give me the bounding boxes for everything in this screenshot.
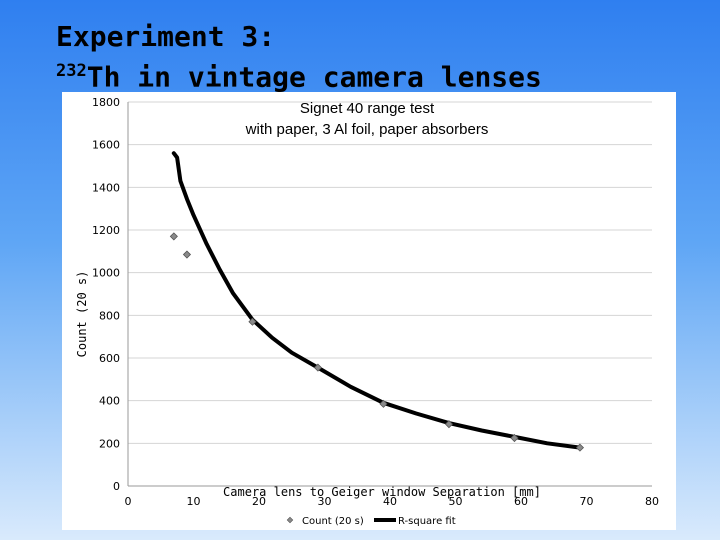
data-point [510, 433, 519, 443]
legend-label-count: Count (20 s) [302, 516, 364, 527]
x-tick-label: 80 [645, 495, 659, 508]
data-point [444, 420, 454, 429]
x-tick-label: 40 [383, 495, 397, 508]
x-tick-label: 50 [449, 495, 463, 508]
data-point [379, 399, 388, 408]
y-tick-label: 1600 [92, 139, 120, 152]
y-tick-label: 1200 [92, 224, 120, 237]
chart-title-line2: with paper, 3 Al foil, paper absorbers [245, 121, 489, 138]
y-tick-label: 200 [99, 437, 120, 450]
data-point [169, 232, 178, 241]
y-tick-label: 1800 [92, 96, 120, 109]
legend-marker-count [286, 516, 294, 524]
y-tick-label: 1000 [92, 267, 120, 280]
slide-title-line2: Th in vintage camera lenses [86, 60, 542, 94]
x-tick-label: 10 [187, 495, 201, 508]
y-tick-label: 0 [113, 480, 120, 493]
data-point [182, 250, 192, 259]
slide-title: Experiment 3: 232Th in vintage camera le… [56, 20, 542, 94]
y-tick-label: 800 [99, 309, 120, 322]
y-tick-label: 400 [99, 395, 120, 408]
chart-svg: 0 200 400 600 800 1000 1200 1400 1600 1800 0 10 20 30… [75, 96, 659, 527]
chart-panel: 0 200 400 600 800 1000 1200 1400 1600 1800 0 10 20 30… [62, 92, 676, 530]
slide-title-line1: Experiment 3: [56, 20, 276, 53]
x-tick-label: 70 [580, 495, 594, 508]
y-tick-label: 600 [99, 352, 120, 365]
chart-title-line1: Signet 40 range test [299, 100, 435, 117]
data-point [248, 317, 257, 326]
x-axis-label: Camera lens to Geiger window Separation … [223, 485, 541, 499]
isotope-mass-number: 232 [56, 61, 87, 81]
y-axis-label: Count (20 s) [75, 271, 89, 358]
data-point [313, 363, 323, 372]
x-tick-label: 0 [125, 495, 132, 508]
x-tick-label: 20 [252, 495, 266, 508]
data-point [575, 443, 585, 452]
chart-title: Signet 40 range test with paper, 3 Al fo… [182, 98, 552, 140]
fit-line [171, 151, 582, 450]
legend-label-fit: R-square fit [398, 516, 456, 527]
x-tick-label: 30 [318, 495, 332, 508]
y-tick-label: 1400 [92, 181, 120, 194]
x-tick-label: 60 [514, 495, 528, 508]
